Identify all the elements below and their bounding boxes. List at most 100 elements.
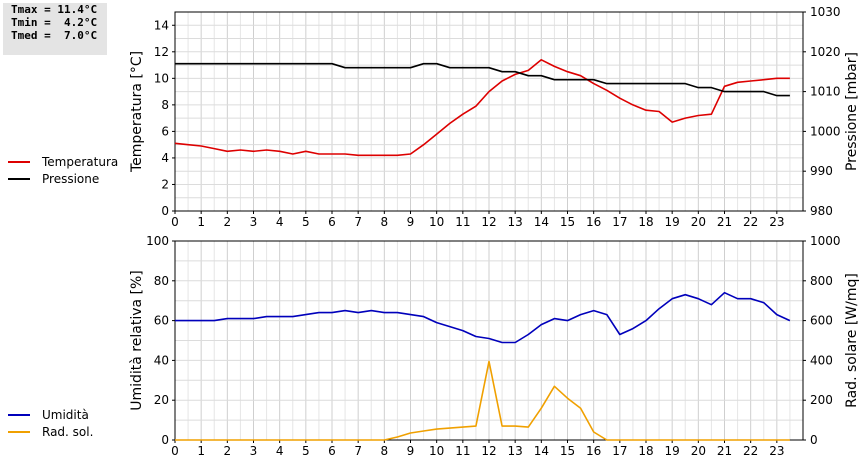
legend-swatch-umidita [8,413,30,416]
legend-swatch-temperatura [8,160,30,163]
legend-label-rad-sol: Rad. sol. [42,424,94,439]
panel2-xtick-label: 9 [407,444,415,458]
panel1-ylabel-left: Temperatura [°C] [129,51,145,173]
panel1-xtick-label: 14 [534,215,549,229]
panel2-xtick-label: 4 [276,444,284,458]
panel1-ytick-left-label: 14 [154,18,169,32]
panel1-ytick-left-label: 2 [161,177,169,191]
panel2-ytick-right-label: 600 [810,314,833,328]
panel1-xtick-label: 13 [508,215,523,229]
panel2-xtick-label: 15 [560,444,575,458]
panel1-xtick-label: 12 [481,215,496,229]
panel1-xtick-label: 17 [612,215,627,229]
panel2-xtick-label: 1 [197,444,205,458]
panel2-ytick-left-label: 100 [146,234,169,248]
panel2-xtick-label: 10 [429,444,444,458]
panel1-ytick-right-label: 1010 [810,85,841,99]
panel1-xtick-label: 1 [197,215,205,229]
panel1-xtick-label: 11 [455,215,470,229]
panel2-ytick-right-label: 0 [810,433,818,447]
panel2-xtick-label: 23 [769,444,784,458]
panel1-xtick-label: 6 [328,215,336,229]
legend-label-temperatura: Temperatura [42,154,119,169]
legend-item-pressione: Pressione [8,170,118,187]
panel1-ytick-left-label: 6 [161,124,169,138]
panel1-xtick-label: 4 [276,215,284,229]
legend-item-rad-sol: Rad. sol. [8,423,93,440]
panel1-ytick-left-label: 12 [154,45,169,59]
legend-item-temperatura: Temperatura [8,153,118,170]
panel2-ytick-left-label: 80 [154,274,169,288]
panel2-xtick-label: 17 [612,444,627,458]
panel2-ytick-left-label: 0 [161,433,169,447]
panel2-xtick-label: 18 [638,444,653,458]
panel1-ytick-left-label: 8 [161,98,169,112]
legend-swatch-rad-sol [8,430,30,433]
panel2-xtick-label: 14 [534,444,549,458]
panel1-ytick-right-label: 980 [810,204,833,218]
panel2-xtick-label: 6 [328,444,336,458]
panel2-xtick-label: 3 [250,444,258,458]
panel1-xtick-label: 9 [407,215,415,229]
panel2-ytick-left-label: 60 [154,314,169,328]
panel1-xtick-label: 23 [769,215,784,229]
panel2-ylabel-right: Rad. solare [W/mq] [844,273,860,408]
tmin-text: Tmin = 4.2°C [11,16,98,29]
panel1-xtick-label: 10 [429,215,444,229]
panel1-xtick-label: 7 [354,215,362,229]
panel2-ytick-right-label: 200 [810,393,833,407]
panel1-ytick-left-label: 4 [161,151,169,165]
panel2-xtick-label: 5 [302,444,310,458]
panel2-xtick-label: 8 [381,444,389,458]
panel2-ytick-left-label: 20 [154,393,169,407]
panel2-xtick-label: 20 [691,444,706,458]
panel1-ytick-left-label: 0 [161,204,169,218]
panel1-xtick-label: 2 [224,215,232,229]
panel2-xtick-label: 7 [354,444,362,458]
panel2-xtick-label: 16 [586,444,601,458]
panel1-series-temperatura [174,58,790,157]
panel2-series-umidit [175,291,791,344]
panel1-ytick-right-label: 1000 [810,124,841,138]
panel1-xtick-label: 15 [560,215,575,229]
panel2-xtick-label: 13 [508,444,523,458]
panel1-xtick-label: 20 [691,215,706,229]
legend-top: Temperatura Pressione [8,153,118,187]
panel1-series-pressione [175,62,790,97]
panel2-xtick-label: 19 [665,444,680,458]
panel1-xtick-label: 0 [171,215,179,229]
panel2-xtick-label: 12 [481,444,496,458]
panel2-ylabel-left: Umidità relativa [%] [129,270,145,411]
panel2-ytick-right-label: 1000 [810,234,841,248]
panel1-xtick-label: 22 [743,215,758,229]
legend-label-umidita: Umidità [42,407,89,422]
panel1-ytick-left-label: 10 [154,71,169,85]
panel1-ytick-right-label: 1030 [810,5,841,19]
tmax-text: Tmax = 11.4°C [11,3,98,16]
panel1-xtick-label: 16 [586,215,601,229]
panel2-ytick-right-label: 800 [810,274,833,288]
panel2-ytick-left-label: 40 [154,353,169,367]
legend-item-umidita: Umidità [8,406,93,423]
panel2-xtick-label: 11 [455,444,470,458]
legend-swatch-pressione [8,177,30,180]
panel1-ytick-right-label: 1020 [810,45,841,59]
panel1-xtick-label: 18 [638,215,653,229]
panel2-series-rad-sol [175,360,790,441]
tmed-text: Tmed = 7.0°C [11,29,98,42]
panel2-xtick-label: 22 [743,444,758,458]
legend-bottom: Umidità Rad. sol. [8,406,93,440]
panel1-ylabel-right: Pressione [mbar] [844,52,860,171]
panel1-xtick-label: 21 [717,215,732,229]
temperature-stats-box: Tmax = 11.4°C Tmin = 4.2°C Tmed = 7.0°C [3,3,107,55]
panel1-xtick-label: 8 [381,215,389,229]
panel1-ytick-right-label: 990 [810,164,833,178]
legend-label-pressione: Pressione [42,171,100,186]
panel2-xtick-label: 0 [171,444,179,458]
panel2-ytick-right-label: 400 [810,353,833,367]
panel1-xtick-label: 19 [665,215,680,229]
panel2-xtick-label: 2 [224,444,232,458]
panel1-xtick-label: 3 [250,215,258,229]
panel1-xtick-label: 5 [302,215,310,229]
